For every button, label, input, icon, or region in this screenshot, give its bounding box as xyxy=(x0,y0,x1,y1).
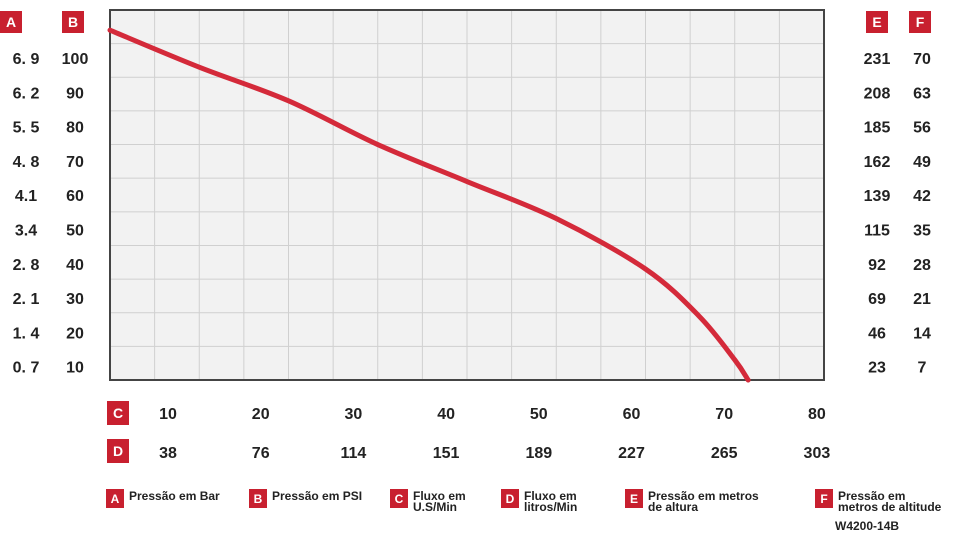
tick-label-e: 208 xyxy=(864,85,891,102)
tick-label-f: 21 xyxy=(913,291,931,308)
tick-label-a: 4.1 xyxy=(15,188,37,205)
tick-label-a: 2. 1 xyxy=(13,291,40,308)
tick-label-c: 50 xyxy=(530,406,548,423)
tick-label-e: 115 xyxy=(864,223,890,240)
pump-performance-chart: A B E F C D 6. 9 6. 2 5. 5 4. 8 4.1 3.4 2. 8 2. 1 1. … xyxy=(0,9,931,463)
tick-label-f: 42 xyxy=(913,188,931,205)
tick-label-c: 20 xyxy=(252,406,270,423)
tick-label-e: 162 xyxy=(864,154,891,171)
tick-label-f: 70 xyxy=(913,51,931,68)
tick-label-e: 231 xyxy=(864,51,891,68)
plot-frame xyxy=(109,9,825,381)
axis-badge-a-label: A xyxy=(6,14,16,30)
legend-item: C Fluxo em U.S/Min xyxy=(390,489,466,513)
tick-label-a: 6. 9 xyxy=(13,51,40,68)
legend-badge: D xyxy=(501,489,519,508)
axis-badge-f xyxy=(909,11,931,33)
legend-label: Pressão em PSI xyxy=(272,489,363,503)
tick-label-b: 70 xyxy=(66,154,84,171)
tick-label-b: 100 xyxy=(62,51,89,68)
grid-lines xyxy=(110,10,824,380)
tick-label-d: 303 xyxy=(804,445,831,462)
tick-label-e: 23 xyxy=(868,360,886,377)
tick-label-d: 189 xyxy=(525,445,552,462)
tick-label-f: 56 xyxy=(913,120,931,137)
axis-badge-c xyxy=(107,401,129,425)
tick-label-c: 10 xyxy=(159,406,177,423)
tick-label-a: 2. 8 xyxy=(13,257,40,274)
tick-label-b: 80 xyxy=(66,120,84,137)
legend-badge: A xyxy=(106,489,124,508)
legend-item: A Pressão em Bar xyxy=(106,489,220,508)
axis-badge-e-label: E xyxy=(872,14,881,30)
legend-item: F Pressão em metros de altitude xyxy=(815,489,941,513)
tick-label-e: 46 xyxy=(868,325,886,342)
tick-label-b: 10 xyxy=(66,360,84,377)
axis-badge-f-label: F xyxy=(916,14,925,30)
tick-label-d: 38 xyxy=(159,445,177,462)
tick-label-f: 14 xyxy=(913,325,931,342)
tick-label-b: 90 xyxy=(66,85,84,102)
tick-label-a: 3.4 xyxy=(15,223,37,240)
tick-label-f: 28 xyxy=(913,257,931,274)
tick-label-f: 7 xyxy=(918,360,927,377)
legend-item: B Pressão em PSI xyxy=(249,489,362,508)
legend-item: D Fluxo em litros/Min xyxy=(501,489,577,513)
axis-badge-a xyxy=(0,11,22,33)
legend-item: E Pressão em metros de altura xyxy=(625,489,759,513)
tick-label-b: 20 xyxy=(66,325,84,342)
axis-badges: A B E F C D xyxy=(0,11,931,463)
legend-label: Fluxo em litros/Min xyxy=(524,489,578,514)
axis-ticks: 6. 9 6. 2 5. 5 4. 8 4.1 3.4 2. 8 2. 1 1. 4 0. 7 10… xyxy=(13,51,931,462)
tick-label-c: 40 xyxy=(437,406,455,423)
legend-label: Pressão em Bar xyxy=(129,489,220,503)
axis-badge-c-label: C xyxy=(113,405,123,421)
axis-badge-b-label: B xyxy=(68,14,78,30)
tick-label-a: 1. 4 xyxy=(13,325,40,342)
axis-badge-d-label: D xyxy=(113,443,123,459)
tick-label-e: 185 xyxy=(864,120,891,137)
flow-pressure-curve xyxy=(107,27,751,383)
legend: A Pressão em Bar B Pressão em PSI C Fluxo em … xyxy=(0,489,959,532)
tick-label-c: 60 xyxy=(623,406,641,423)
tick-label-d: 265 xyxy=(711,445,738,462)
tick-label-a: 6. 2 xyxy=(13,85,40,102)
legend-badge: C xyxy=(390,489,408,508)
tick-label-c: 70 xyxy=(715,406,733,423)
tick-label-a: 0. 7 xyxy=(13,360,40,377)
axis-badge-b xyxy=(62,11,84,33)
tick-label-e: 139 xyxy=(864,188,891,205)
tick-label-d: 227 xyxy=(618,445,645,462)
tick-label-d: 114 xyxy=(340,445,366,462)
tick-label-a: 4. 8 xyxy=(13,154,40,171)
axis-badge-d xyxy=(107,439,129,463)
tick-label-a: 5. 5 xyxy=(13,120,40,137)
tick-label-c: 30 xyxy=(345,406,363,423)
tick-label-c: 80 xyxy=(808,406,826,423)
tick-label-b: 40 xyxy=(66,257,84,274)
tick-label-e: 92 xyxy=(868,257,886,274)
legend-badge: F xyxy=(815,489,833,508)
tick-label-b: 30 xyxy=(66,291,84,308)
tick-label-e: 69 xyxy=(868,291,886,308)
tick-label-b: 60 xyxy=(66,188,84,205)
legend-label: Pressão em metros de altura xyxy=(648,489,759,514)
axis-badge-e xyxy=(866,11,888,33)
tick-label-d: 76 xyxy=(252,445,270,462)
legend-badge: E xyxy=(625,489,643,508)
legend-label: Pressão em metros de altitude xyxy=(838,489,942,514)
tick-label-f: 63 xyxy=(913,85,931,102)
legend-label: Fluxo em U.S/Min xyxy=(413,489,466,514)
tick-label-f: 35 xyxy=(913,223,931,240)
tick-label-f: 49 xyxy=(913,154,931,171)
tick-label-b: 50 xyxy=(66,223,84,240)
tick-label-d: 151 xyxy=(433,445,460,462)
model-code: W4200-14B xyxy=(835,519,900,533)
legend-badge: B xyxy=(249,489,267,508)
